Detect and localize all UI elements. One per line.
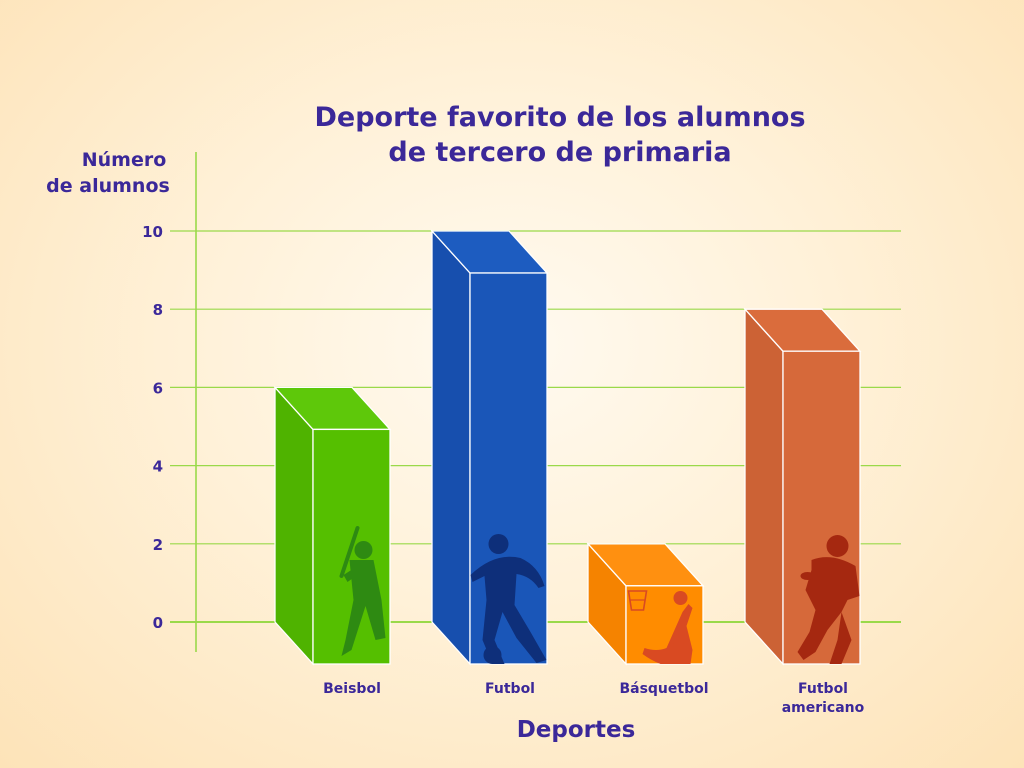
x-category-label: americano [782, 700, 865, 716]
bar-side [274, 385, 314, 666]
y-tick-label: 10 [142, 223, 163, 241]
y-tick-label: 6 [153, 379, 163, 397]
chart-title-line-2: de tercero de primaria [388, 137, 731, 168]
x-category-label: Básquetbol [619, 681, 708, 697]
bar [273, 385, 392, 666]
y-tick-label: 2 [153, 536, 163, 554]
x-axis-label: Deportes [517, 717, 636, 743]
baseball-player-icon [339, 526, 386, 656]
bar-side [744, 307, 784, 666]
x-category-labels: Beisbol Futbol Básquetbol Futbol americano [323, 681, 865, 716]
x-category-label: Beisbol [323, 681, 381, 697]
bar-side [431, 229, 471, 666]
y-tick-label: 0 [153, 614, 163, 632]
y-tick-labels: 0 2 4 6 8 10 [142, 223, 163, 632]
bar [586, 542, 705, 666]
chart-title-line-1: Deporte favorito de los alumnos [314, 102, 805, 133]
basketball-player-icon [627, 590, 693, 664]
y-axis-label-line-1: Número [82, 149, 167, 171]
x-category-label: Futbol [485, 681, 535, 697]
y-axis-label-line-2: de alumnos [46, 175, 170, 197]
x-category-label: Futbol [798, 681, 848, 697]
bars-layer [273, 229, 862, 666]
soccer-player-icon [470, 534, 547, 664]
y-tick-label: 4 [153, 458, 163, 476]
y-tick-label: 8 [153, 301, 163, 319]
bar [430, 229, 549, 666]
football-player-icon [797, 535, 860, 664]
bar [743, 307, 862, 666]
